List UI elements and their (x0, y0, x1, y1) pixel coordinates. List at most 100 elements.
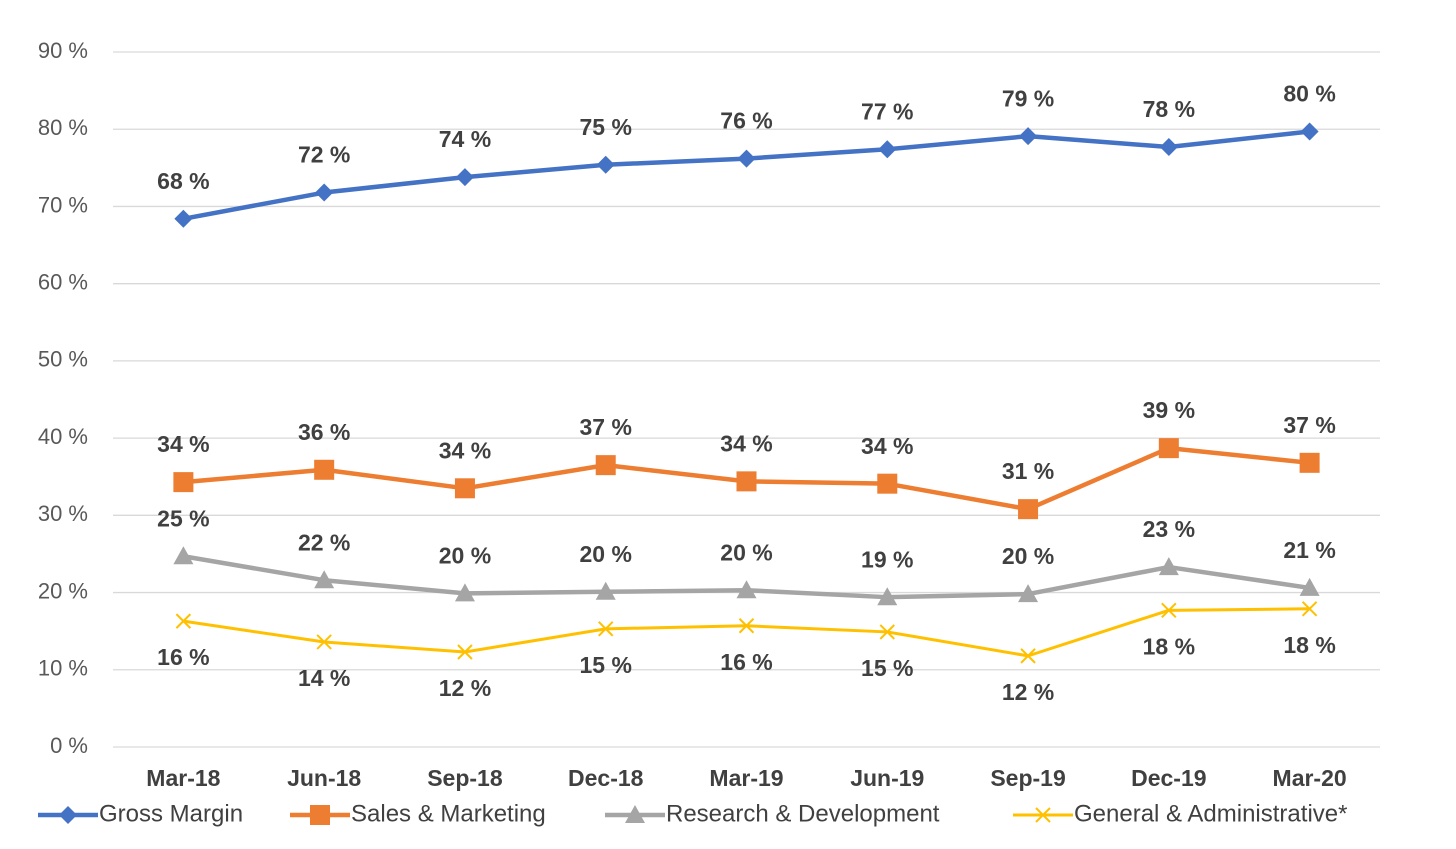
marker (1019, 127, 1038, 146)
data-label: 15 % (580, 652, 632, 678)
data-label: 16 % (157, 644, 209, 670)
data-label: 18 % (1143, 633, 1195, 659)
marker (1035, 807, 1051, 823)
data-label: 16 % (720, 649, 772, 675)
marker (314, 570, 335, 589)
marker (1299, 452, 1320, 473)
legend-label: Research & Development (666, 800, 940, 827)
data-label: 31 % (1002, 458, 1054, 484)
x-tick-label: Dec-18 (568, 765, 644, 791)
marker (1161, 602, 1177, 619)
marker (625, 805, 645, 823)
data-label: 21 % (1283, 537, 1335, 563)
data-label: 23 % (1143, 516, 1195, 542)
marker (595, 455, 616, 476)
data-label: 12 % (439, 675, 491, 701)
marker (879, 624, 895, 640)
marker (314, 459, 335, 480)
marker (736, 471, 757, 492)
legend-label: Gross Margin (99, 800, 243, 827)
data-label: 18 % (1283, 632, 1335, 658)
marker (878, 140, 897, 159)
data-label: 34 % (157, 431, 209, 457)
data-label: 20 % (1002, 543, 1054, 569)
data-label: 72 % (298, 142, 350, 168)
data-label: 68 % (157, 168, 209, 194)
marker (598, 621, 614, 637)
marker (1299, 577, 1320, 596)
marker (454, 478, 475, 499)
y-tick-label: 90 % (38, 38, 88, 63)
x-tick-label: Mar-19 (709, 765, 783, 791)
data-label: 34 % (720, 430, 772, 456)
x-tick-label: Mar-20 (1273, 765, 1347, 791)
data-label: 15 % (861, 655, 913, 681)
x-tick-label: Jun-18 (287, 765, 361, 791)
y-tick-label: 50 % (38, 347, 88, 372)
data-label: 77 % (861, 98, 913, 124)
data-label: 76 % (720, 108, 772, 134)
data-label: 25 % (157, 505, 209, 531)
marker (316, 634, 332, 650)
marker (1018, 584, 1039, 603)
y-tick-label: 10 % (38, 656, 88, 681)
marker (596, 155, 615, 174)
x-tick-label: Mar-18 (146, 765, 220, 791)
marker (877, 587, 898, 606)
data-label: 20 % (720, 539, 772, 565)
data-label: 37 % (1283, 412, 1335, 438)
marker (595, 581, 616, 600)
data-label: 34 % (439, 437, 491, 463)
y-tick-label: 0 % (50, 733, 88, 758)
data-label: 12 % (1002, 679, 1054, 705)
data-label: 78 % (1143, 96, 1195, 122)
data-label: 80 % (1283, 81, 1335, 107)
data-label: 20 % (580, 541, 632, 567)
marker (1159, 137, 1178, 156)
marker (315, 183, 334, 202)
marker (173, 546, 194, 565)
data-label: 14 % (298, 665, 350, 691)
data-label: 39 % (1143, 397, 1195, 423)
marker (1018, 499, 1039, 520)
marker (1020, 648, 1036, 664)
y-tick-label: 20 % (38, 578, 88, 603)
data-label: 34 % (861, 433, 913, 459)
y-tick-label: 30 % (38, 501, 88, 526)
data-label: 79 % (1002, 85, 1054, 111)
marker (455, 168, 474, 187)
marker (310, 805, 330, 825)
y-tick-label: 80 % (38, 115, 88, 140)
data-label: 20 % (439, 542, 491, 568)
data-label: 36 % (298, 419, 350, 445)
marker (1301, 601, 1318, 617)
marker (454, 583, 475, 602)
legend-label: Sales & Marketing (351, 800, 546, 827)
marker (737, 149, 756, 168)
marker (174, 209, 193, 228)
marker (877, 473, 898, 494)
marker (59, 806, 77, 824)
marker (1300, 122, 1319, 141)
x-tick-label: Jun-19 (850, 765, 924, 791)
marker (1158, 557, 1179, 576)
x-tick-label: Sep-18 (427, 765, 503, 791)
marker (736, 580, 757, 599)
y-tick-label: 60 % (38, 269, 88, 294)
marker (1158, 438, 1179, 459)
series-line (182, 129, 1310, 222)
x-tick-label: Sep-19 (990, 765, 1065, 791)
legend-label: General & Administrative* (1074, 800, 1347, 827)
marker (175, 613, 192, 629)
y-tick-label: 70 % (38, 192, 88, 217)
data-label: 75 % (580, 114, 632, 140)
data-label: 22 % (298, 529, 350, 555)
marker (173, 472, 194, 493)
data-label: 74 % (439, 126, 491, 152)
marker (738, 618, 755, 634)
data-label: 19 % (861, 546, 913, 572)
marker (457, 644, 473, 660)
y-tick-label: 40 % (38, 424, 88, 449)
x-tick-label: Dec-19 (1131, 765, 1206, 791)
